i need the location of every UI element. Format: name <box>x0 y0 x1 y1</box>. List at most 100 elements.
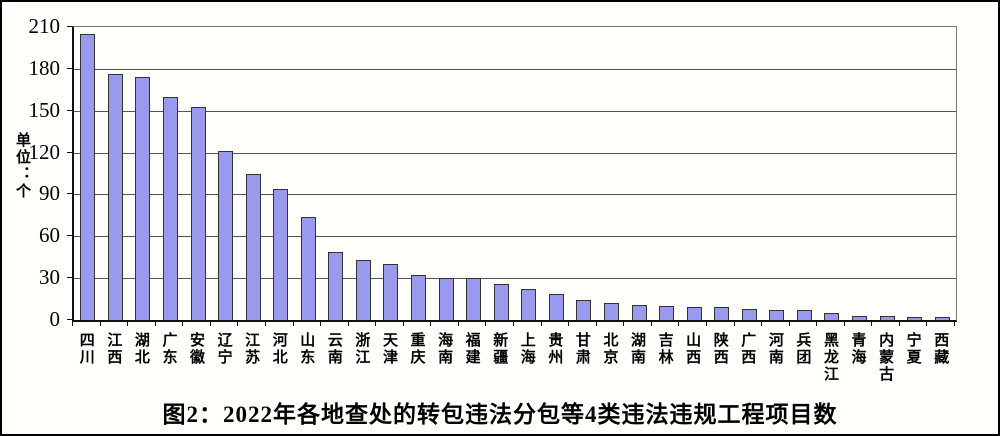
x-axis-category-text: 江西 <box>105 332 123 366</box>
bar <box>273 188 289 320</box>
x-axis-tick <box>402 321 404 326</box>
x-axis-category-label: 湖南 <box>623 332 651 366</box>
x-axis-tick <box>871 321 873 326</box>
x-axis-category-label: 广西 <box>733 332 761 366</box>
x-axis-category-label: 江西 <box>99 332 127 366</box>
bar <box>245 173 261 320</box>
x-axis-category-label: 西藏 <box>926 332 954 366</box>
x-axis-category-text: 西藏 <box>932 332 950 366</box>
bar <box>300 216 316 320</box>
x-axis-tick <box>430 321 432 326</box>
x-axis-category-text: 兵团 <box>794 332 812 366</box>
x-axis-tick <box>154 321 156 326</box>
y-axis-tick-label: 180 <box>28 55 61 80</box>
x-axis-category-text: 贵州 <box>546 332 564 366</box>
x-axis-category-label: 吉林 <box>651 332 679 366</box>
x-axis-tick <box>926 321 928 326</box>
x-axis-category-text: 山西 <box>684 332 702 366</box>
y-axis-unit-label: 单位：个 <box>14 132 31 200</box>
y-axis-tick <box>67 26 72 27</box>
x-axis-category-text: 湖南 <box>629 332 647 366</box>
bar <box>135 77 151 320</box>
y-axis-tick-label: 90 <box>39 181 60 206</box>
x-axis-category-label: 辽宁 <box>210 332 238 366</box>
x-axis-category-text: 黑龙江 <box>821 332 839 383</box>
bar <box>659 306 675 320</box>
x-axis-tick <box>375 321 377 326</box>
bar <box>741 308 757 320</box>
x-axis-category-text: 天津 <box>380 332 398 366</box>
x-axis-tick <box>182 321 184 326</box>
x-axis-category-label: 江苏 <box>237 332 265 366</box>
gridline <box>74 110 956 112</box>
x-axis-tick <box>761 321 763 326</box>
y-axis-tick <box>67 319 72 320</box>
x-axis-tick <box>843 321 845 326</box>
x-axis-category-label: 贵州 <box>540 332 568 366</box>
x-axis-tick <box>595 321 597 326</box>
y-axis-tick <box>67 277 72 279</box>
x-axis-category-text: 江苏 <box>243 332 261 366</box>
x-axis-tick <box>623 321 625 326</box>
y-axis-tick-label: 60 <box>39 223 60 248</box>
x-axis-category-label: 天津 <box>375 332 403 366</box>
x-axis-category-text: 重庆 <box>408 332 426 366</box>
gridline <box>74 68 956 70</box>
x-axis-tick <box>733 321 735 326</box>
x-axis-category-text: 内蒙古 <box>877 332 895 383</box>
bar <box>796 310 812 320</box>
bar <box>80 33 96 320</box>
x-axis-category-text: 北京 <box>601 332 619 366</box>
x-axis-category-label: 内蒙古 <box>871 332 899 383</box>
x-axis-tick <box>127 321 129 326</box>
x-axis-category-label: 上海 <box>513 332 541 366</box>
x-axis-category-label: 重庆 <box>403 332 431 366</box>
y-axis-tick-label: 30 <box>39 265 60 290</box>
bar <box>769 310 785 320</box>
gridline <box>74 236 956 238</box>
x-axis-tick <box>485 321 487 326</box>
bar <box>218 151 234 320</box>
gridline <box>74 194 956 196</box>
bar <box>107 74 123 320</box>
bar <box>190 106 206 320</box>
x-axis-category-text: 湖北 <box>132 332 150 366</box>
bar <box>162 96 178 320</box>
chart-title: 图2：2022年各地查处的转包违法分包等4类违法违规工程项目数 <box>162 402 838 427</box>
gridline <box>74 152 956 154</box>
bar <box>714 307 730 320</box>
bar <box>438 278 454 320</box>
y-axis-tick <box>67 235 72 237</box>
x-axis-category-label: 河北 <box>265 332 293 366</box>
y-axis-tick-label: 120 <box>28 139 61 164</box>
x-axis-category-text: 辽宁 <box>215 332 233 366</box>
plot-area <box>72 26 957 322</box>
x-axis-category-text: 四川 <box>77 332 95 366</box>
x-axis-category-text: 河南 <box>766 332 784 366</box>
x-axis-tick <box>540 321 542 326</box>
x-axis-category-label: 河南 <box>761 332 789 366</box>
bar <box>907 317 923 320</box>
x-axis-category-label: 宁夏 <box>899 332 927 366</box>
bar <box>355 260 371 320</box>
x-axis-category-text: 山东 <box>298 332 316 366</box>
x-axis-category-text: 青海 <box>849 332 867 366</box>
x-axis-tick <box>705 321 707 326</box>
bar <box>466 278 482 320</box>
y-axis-tick-label: 0 <box>49 307 61 331</box>
bar <box>328 251 344 320</box>
bar <box>686 307 702 320</box>
x-axis-category-text: 陕西 <box>711 332 729 366</box>
x-axis-category-text: 甘肃 <box>573 332 591 366</box>
y-axis-tick <box>67 67 72 69</box>
x-axis-category-text: 新疆 <box>491 332 509 366</box>
x-axis-category-label: 安徽 <box>182 332 210 366</box>
x-axis-category-label: 四川 <box>72 332 100 366</box>
y-axis-tick-label: 150 <box>28 97 61 122</box>
x-axis-category-text: 上海 <box>518 332 536 366</box>
x-axis-category-label: 海南 <box>430 332 458 366</box>
x-axis-tick <box>347 321 349 326</box>
x-axis-tick <box>678 321 680 326</box>
bar <box>548 293 564 320</box>
